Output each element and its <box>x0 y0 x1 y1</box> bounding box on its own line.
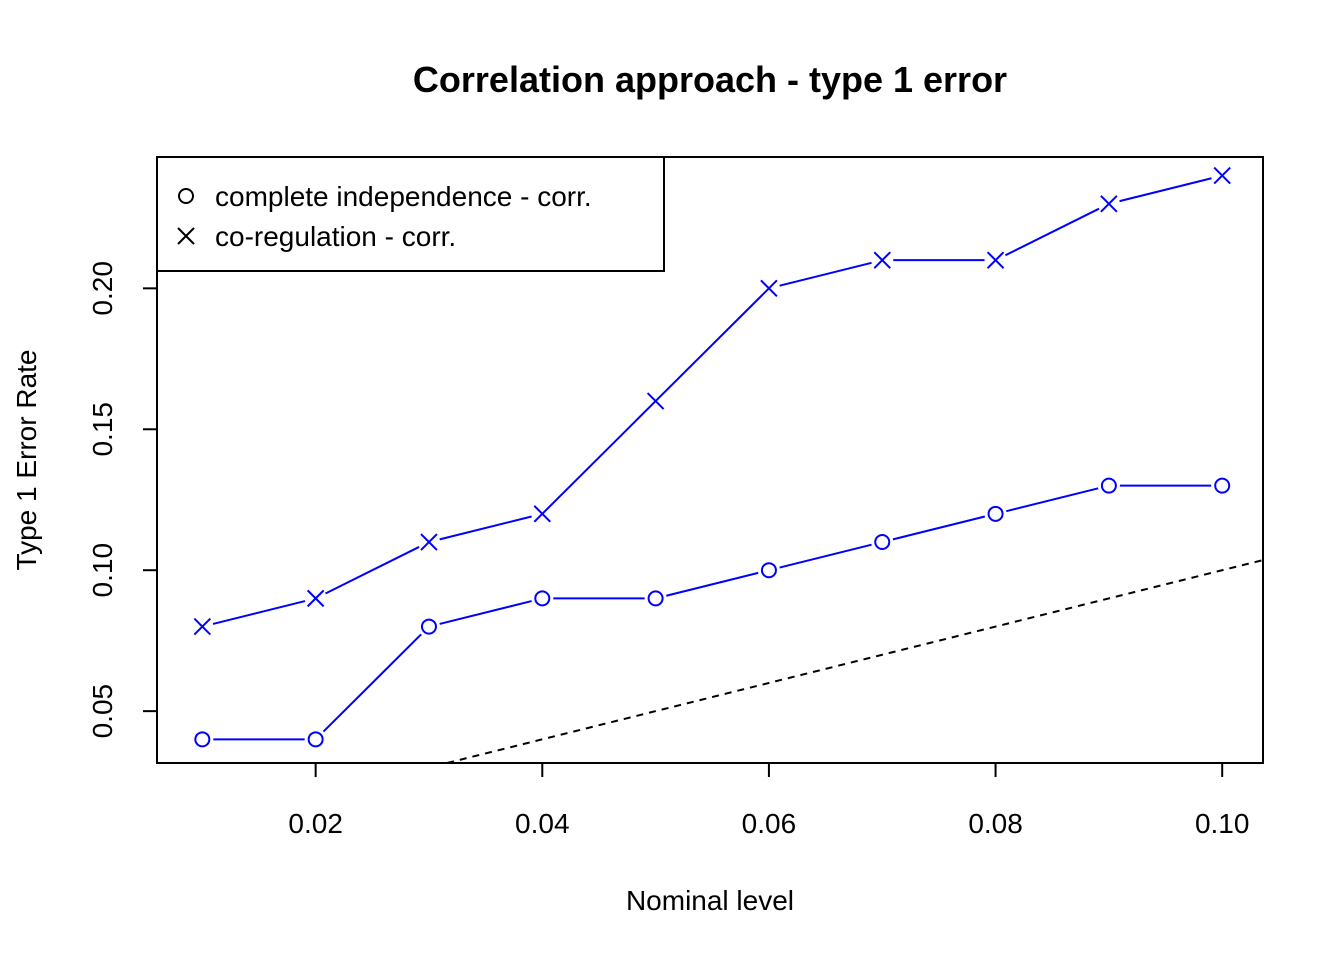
series-1-point <box>760 562 777 579</box>
cross-stroke <box>533 505 551 523</box>
series-1-segment <box>892 515 986 541</box>
cross-stroke <box>873 251 891 269</box>
cross-stroke <box>420 533 438 551</box>
legend-label: co-regulation - corr. <box>215 221 456 252</box>
plot-frame <box>156 156 1264 764</box>
legend: complete independence - corr. co-regulati… <box>156 156 665 272</box>
series-1-point <box>534 590 551 607</box>
x-tick-label: 0.10 <box>1195 808 1250 839</box>
x-tick-label: 0.04 <box>515 808 570 839</box>
series-1-segment <box>666 571 759 597</box>
x-tick-label: 0.06 <box>742 808 797 839</box>
chart-title: Correlation approach - type 1 error <box>413 59 1007 100</box>
series-1-segment <box>1005 487 1099 513</box>
series-2-point <box>193 617 212 636</box>
series-2-point <box>1213 166 1231 185</box>
cross-stroke <box>306 589 325 608</box>
series-2-point <box>760 279 778 298</box>
series-1-segment <box>779 543 872 569</box>
y-tick-label: 0.05 <box>87 684 118 739</box>
cross-stroke <box>193 617 212 636</box>
series-2-segment <box>212 600 306 625</box>
series-2-segment <box>1119 177 1212 203</box>
series-1-point <box>987 505 1004 522</box>
plot-area: 0.02 0.04 0.06 0.08 0.10 0.05 0.10 0.15 0.20 comp… <box>87 156 1264 839</box>
series-1-point <box>1214 477 1231 494</box>
series-2-point <box>1100 195 1118 213</box>
cross-stroke <box>1213 166 1231 185</box>
series-1-point <box>307 731 324 748</box>
cross-stroke <box>646 392 665 410</box>
y-axis-label: Type 1 Error Rate <box>11 350 42 571</box>
series-2-segment <box>439 515 532 541</box>
y-tick-label: 0.20 <box>87 261 118 316</box>
y-tick-label: 0.10 <box>87 543 118 598</box>
series-2-point <box>873 251 891 269</box>
reference-line <box>442 559 1263 763</box>
cross-stroke <box>760 279 778 298</box>
series-2-segment <box>1004 207 1100 257</box>
series-1-segment <box>439 600 532 625</box>
x-tick-label: 0.08 <box>968 808 1023 839</box>
series-1-point <box>420 618 437 635</box>
series-2-segment <box>662 295 762 395</box>
legend-box <box>156 156 665 272</box>
series-2-point <box>986 251 1005 269</box>
x-axis-label: Nominal level <box>626 885 794 916</box>
x-tick-label: 0.02 <box>288 808 343 839</box>
series-1-point <box>1100 477 1117 494</box>
y-tick-label: 0.15 <box>87 402 118 457</box>
series-2-segment <box>325 546 420 595</box>
series-2-point <box>646 392 665 410</box>
series-1-point <box>194 731 211 748</box>
series-2-point <box>533 505 551 523</box>
cross-stroke <box>1100 195 1118 213</box>
series-1-point <box>874 534 891 551</box>
series-2-segment <box>779 261 872 287</box>
series-1-segment <box>322 633 422 733</box>
cross-stroke <box>986 251 1005 269</box>
legend-cross-icon <box>177 227 195 245</box>
legend-circle-icon <box>178 188 194 204</box>
series-2-segment <box>549 408 649 507</box>
series-2-point <box>420 533 438 551</box>
series-1-point <box>647 590 664 607</box>
legend-label: complete independence - corr. <box>215 181 592 212</box>
series-2-point <box>306 589 325 608</box>
